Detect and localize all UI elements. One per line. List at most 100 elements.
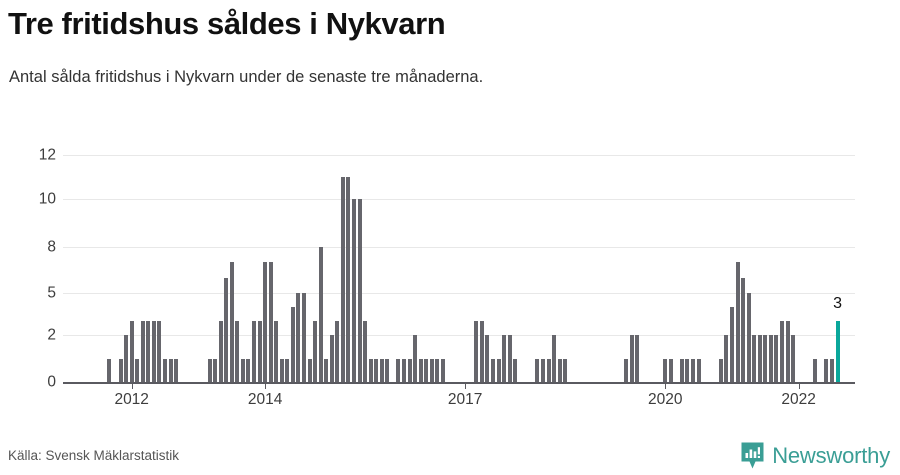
bar[interactable] (352, 199, 356, 382)
bar[interactable] (296, 293, 301, 382)
bar[interactable] (779, 321, 784, 382)
bar[interactable] (507, 335, 512, 382)
newsworthy-logo[interactable]: Newsworthy (740, 441, 890, 470)
bar[interactable] (718, 358, 723, 382)
bar[interactable] (251, 321, 256, 382)
bar[interactable] (324, 358, 329, 382)
bar[interactable] (129, 321, 134, 382)
bar[interactable] (824, 358, 829, 382)
bar[interactable] (329, 335, 334, 382)
bar[interactable] (629, 335, 634, 382)
bar[interactable] (318, 247, 323, 382)
gridline-5 (63, 293, 855, 294)
bar[interactable] (668, 358, 673, 382)
bar[interactable] (224, 277, 229, 382)
bar[interactable] (124, 335, 129, 382)
bar-series (63, 146, 855, 382)
bar[interactable] (307, 358, 312, 382)
bar[interactable] (229, 262, 234, 382)
bar[interactable] (741, 277, 746, 382)
bar[interactable] (663, 358, 668, 382)
bar[interactable] (146, 321, 151, 382)
bar[interactable] (774, 335, 779, 382)
bar[interactable] (418, 358, 423, 382)
bar[interactable] (235, 321, 240, 382)
bar[interactable] (685, 358, 690, 382)
bar[interactable] (346, 177, 351, 382)
bar[interactable] (257, 321, 262, 382)
bar[interactable] (563, 358, 568, 382)
bar[interactable] (140, 321, 145, 382)
bar[interactable] (757, 335, 762, 382)
bar[interactable] (274, 321, 279, 382)
bar[interactable] (791, 335, 796, 382)
bar[interactable] (696, 358, 701, 382)
bar-highlighted[interactable] (835, 321, 840, 382)
y-axis-tick-label: 0 (47, 373, 56, 391)
bar[interactable] (157, 321, 162, 382)
bar[interactable] (363, 321, 368, 382)
bar[interactable] (368, 358, 373, 382)
bar[interactable] (502, 335, 507, 382)
bar[interactable] (424, 358, 429, 382)
bar[interactable] (285, 358, 290, 382)
bar[interactable] (485, 335, 490, 382)
bar[interactable] (107, 358, 112, 382)
bar[interactable] (474, 321, 479, 382)
bar[interactable] (435, 358, 440, 382)
bar[interactable] (407, 358, 412, 382)
bar[interactable] (535, 358, 540, 382)
bar[interactable] (246, 358, 251, 382)
bar[interactable] (752, 335, 757, 382)
bar[interactable] (679, 358, 684, 382)
bar[interactable] (168, 358, 173, 382)
bar[interactable] (557, 358, 562, 382)
bar[interactable] (118, 358, 123, 382)
bar[interactable] (374, 358, 379, 382)
bar[interactable] (785, 321, 790, 382)
bar[interactable] (763, 335, 768, 382)
bar[interactable] (440, 358, 445, 382)
bar[interactable] (174, 358, 179, 382)
bar[interactable] (490, 358, 495, 382)
bar[interactable] (729, 307, 734, 382)
bar[interactable] (413, 335, 418, 382)
bar[interactable] (379, 358, 384, 382)
bar[interactable] (340, 177, 345, 382)
bar[interactable] (624, 358, 629, 382)
bar[interactable] (540, 358, 545, 382)
bar[interactable] (552, 335, 557, 382)
bar[interactable] (385, 358, 390, 382)
bar[interactable] (546, 358, 551, 382)
bar[interactable] (479, 321, 484, 382)
bar[interactable] (429, 358, 434, 382)
bar[interactable] (279, 358, 284, 382)
bar[interactable] (357, 199, 362, 382)
bar[interactable] (635, 335, 640, 382)
bar[interactable] (268, 262, 273, 382)
bar[interactable] (240, 358, 245, 382)
x-axis-tick (265, 382, 267, 389)
bar[interactable] (513, 358, 518, 382)
bar[interactable] (135, 358, 140, 382)
bar[interactable] (829, 358, 834, 382)
bar[interactable] (402, 358, 407, 382)
bar[interactable] (746, 293, 751, 382)
bar[interactable] (290, 307, 295, 382)
bar[interactable] (813, 358, 818, 382)
bar[interactable] (163, 358, 168, 382)
bar[interactable] (151, 321, 156, 382)
bar[interactable] (301, 293, 306, 382)
bar[interactable] (768, 335, 773, 382)
bar[interactable] (207, 358, 212, 382)
bar[interactable] (213, 358, 218, 382)
bar[interactable] (218, 321, 223, 382)
bar[interactable] (691, 358, 696, 382)
bar[interactable] (335, 321, 340, 382)
bar[interactable] (496, 358, 501, 382)
bar[interactable] (735, 262, 740, 382)
bar[interactable] (396, 358, 401, 382)
bar[interactable] (263, 262, 268, 382)
bar[interactable] (724, 335, 729, 382)
bar[interactable] (313, 321, 318, 382)
